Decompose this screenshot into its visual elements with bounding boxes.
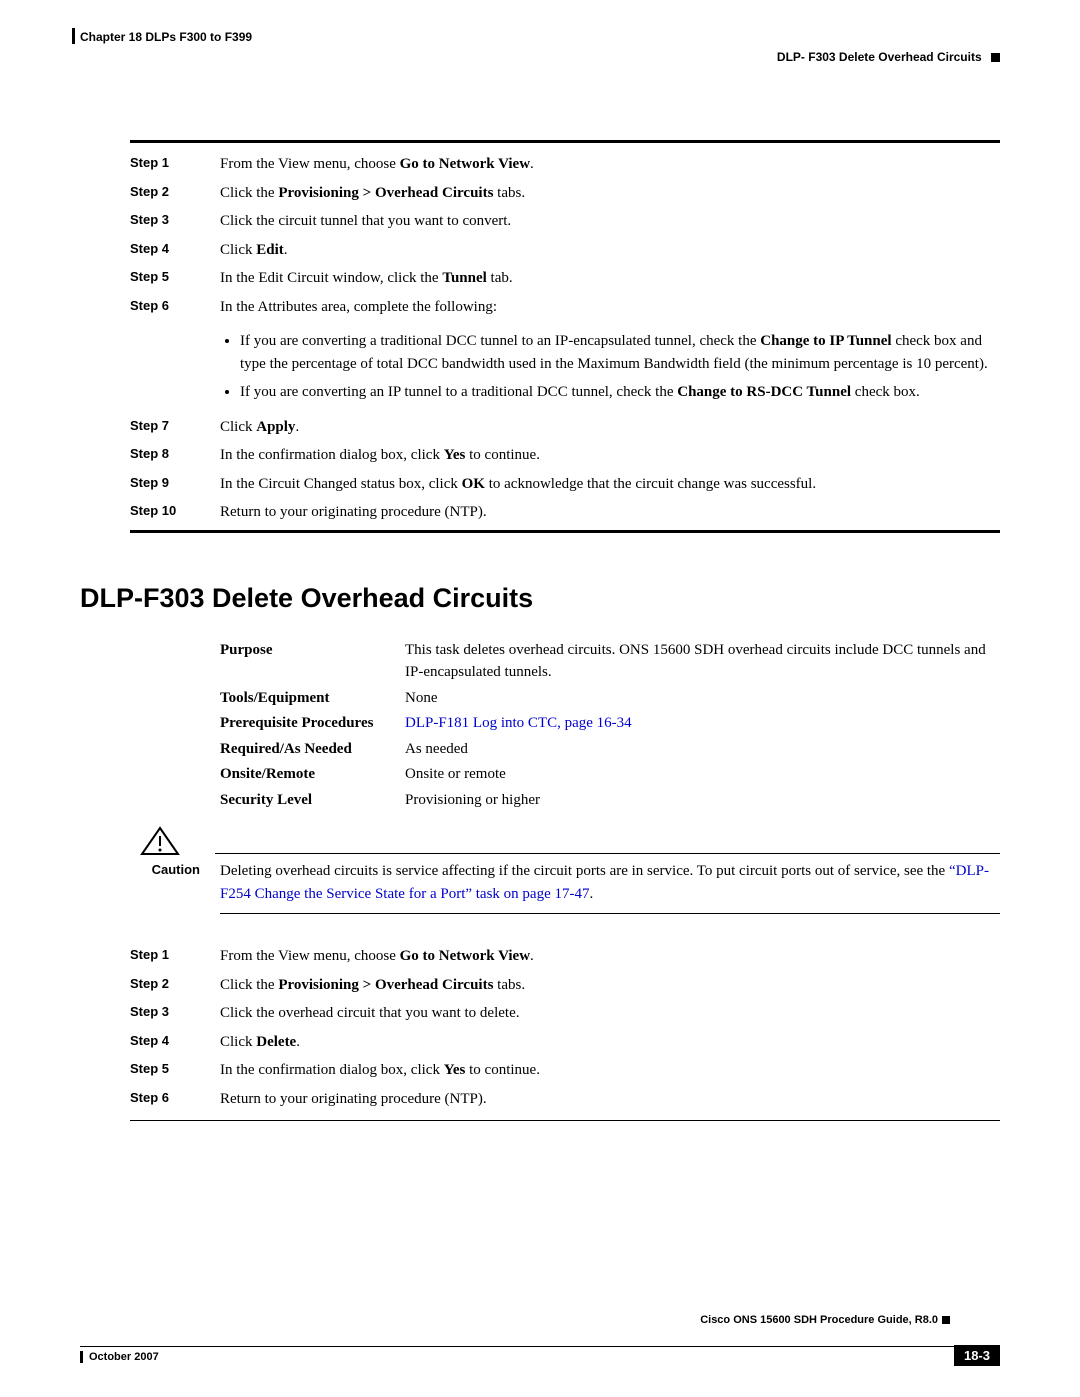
rule-top <box>130 140 1000 143</box>
info-table: PurposeThis task deletes overhead circui… <box>220 639 1000 812</box>
step-row: Step 7Click Apply. <box>80 416 1000 439</box>
step-label: Step 7 <box>80 416 200 439</box>
step-row: Step 3Click the circuit tunnel that you … <box>80 210 1000 233</box>
footer-date-bar <box>80 1351 83 1363</box>
step-row: Step 5In the confirmation dialog box, cl… <box>80 1059 1000 1082</box>
step-row: Step 5In the Edit Circuit window, click … <box>80 267 1000 290</box>
caution-block: Caution Deleting overhead circuits is se… <box>130 826 1000 914</box>
step-body: Click the circuit tunnel that you want t… <box>200 210 1000 233</box>
step-row: Step 8In the confirmation dialog box, cl… <box>80 444 1000 467</box>
step-body: Click the Provisioning > Overhead Circui… <box>200 182 1000 205</box>
step-label: Step 4 <box>80 239 200 262</box>
required-label: Required/As Needed <box>220 738 405 761</box>
step-row: Step 2Click the Provisioning > Overhead … <box>80 974 1000 997</box>
step-label: Step 2 <box>80 182 200 205</box>
step-label: Step 3 <box>80 210 200 233</box>
step-row: Step 10Return to your originating proced… <box>80 501 1000 524</box>
step-bullets: If you are converting a traditional DCC … <box>80 324 1000 410</box>
footer-page-number: 18-3 <box>954 1345 1000 1366</box>
bullet-item: If you are converting an IP tunnel to a … <box>240 381 1000 404</box>
step-body: In the Edit Circuit window, click the Tu… <box>200 267 1000 290</box>
step-label: Step 5 <box>80 1059 200 1082</box>
step-label: Step 4 <box>80 1031 200 1054</box>
page-footer: Cisco ONS 15600 SDH Procedure Guide, R8.… <box>80 1330 1000 1367</box>
footer-guide: Cisco ONS 15600 SDH Procedure Guide, R8.… <box>700 1314 950 1326</box>
step-label: Step 6 <box>80 1088 200 1111</box>
caution-label: Caution <box>130 860 200 905</box>
step-label: Step 8 <box>80 444 200 467</box>
step-label: Step 6 <box>80 296 200 319</box>
header-marker-icon <box>991 53 1000 62</box>
step-body: In the confirmation dialog box, click Ye… <box>200 1059 1000 1082</box>
step-row: Step 9In the Circuit Changed status box,… <box>80 473 1000 496</box>
rule-bottom <box>130 1120 1000 1121</box>
step-body: Click the Provisioning > Overhead Circui… <box>200 974 1000 997</box>
step-row: Step 6Return to your originating procedu… <box>80 1088 1000 1111</box>
step-label: Step 10 <box>80 501 200 524</box>
section-label: DLP- F303 Delete Overhead Circuits <box>777 50 1000 64</box>
caution-rule-top <box>215 853 1000 854</box>
tools-label: Tools/Equipment <box>220 687 405 710</box>
page-content: Step 1From the View menu, choose Go to N… <box>80 140 1000 1121</box>
step-label: Step 5 <box>80 267 200 290</box>
header-right-text: DLP- F303 Delete Overhead Circuits <box>777 50 982 64</box>
section-title: DLP-F303 Delete Overhead Circuits <box>80 583 1000 614</box>
step-row: Step 1From the View menu, choose Go to N… <box>80 153 1000 176</box>
bullet-item: If you are converting a traditional DCC … <box>240 330 1000 375</box>
onsite-label: Onsite/Remote <box>220 763 405 786</box>
security-label: Security Level <box>220 789 405 812</box>
chapter-label: Chapter 18 DLPs F300 to F399 <box>80 30 252 44</box>
purpose-value: This task deletes overhead circuits. ONS… <box>405 639 1000 684</box>
step-body: Click the overhead circuit that you want… <box>200 1002 1000 1025</box>
step-body: From the View menu, choose Go to Network… <box>200 153 1000 176</box>
step-label: Step 1 <box>80 153 200 176</box>
step-row: Step 6In the Attributes area, complete t… <box>80 296 1000 319</box>
step-label: Step 3 <box>80 1002 200 1025</box>
caution-text: Deleting overhead circuits is service af… <box>200 860 1000 905</box>
step-row: Step 1From the View menu, choose Go to N… <box>80 945 1000 968</box>
step-body: In the Attributes area, complete the fol… <box>200 296 1000 319</box>
footer-date: October 2007 <box>80 1351 159 1363</box>
step-row: Step 2Click the Provisioning > Overhead … <box>80 182 1000 205</box>
required-value: As needed <box>405 738 1000 761</box>
step-body: In the Circuit Changed status box, click… <box>200 473 1000 496</box>
step-body: Click Delete. <box>200 1031 1000 1054</box>
step-body: Return to your originating procedure (NT… <box>200 1088 1000 1111</box>
page-header: Chapter 18 DLPs F300 to F399 DLP- F303 D… <box>80 30 1000 70</box>
caution-icon <box>140 826 180 856</box>
step-body: From the View menu, choose Go to Network… <box>200 945 1000 968</box>
step-body: Return to your originating procedure (NT… <box>200 501 1000 524</box>
step-row: Step 3Click the overhead circuit that yo… <box>80 1002 1000 1025</box>
rule-mid <box>130 530 1000 533</box>
step-body: Click Edit. <box>200 239 1000 262</box>
purpose-label: Purpose <box>220 639 405 684</box>
header-left-bar <box>72 28 75 44</box>
prereq-link[interactable]: DLP-F181 Log into CTC, page 16-34 <box>405 715 632 731</box>
tools-value: None <box>405 687 1000 710</box>
prereq-label: Prerequisite Procedures <box>220 712 405 735</box>
step-row: Step 4Click Edit. <box>80 239 1000 262</box>
step-body: In the confirmation dialog box, click Ye… <box>200 444 1000 467</box>
footer-marker-icon <box>942 1316 950 1324</box>
step-label: Step 1 <box>80 945 200 968</box>
step-label: Step 2 <box>80 974 200 997</box>
security-value: Provisioning or higher <box>405 789 1000 812</box>
onsite-value: Onsite or remote <box>405 763 1000 786</box>
step-body: Click Apply. <box>200 416 1000 439</box>
step-row: Step 4Click Delete. <box>80 1031 1000 1054</box>
step-label: Step 9 <box>80 473 200 496</box>
